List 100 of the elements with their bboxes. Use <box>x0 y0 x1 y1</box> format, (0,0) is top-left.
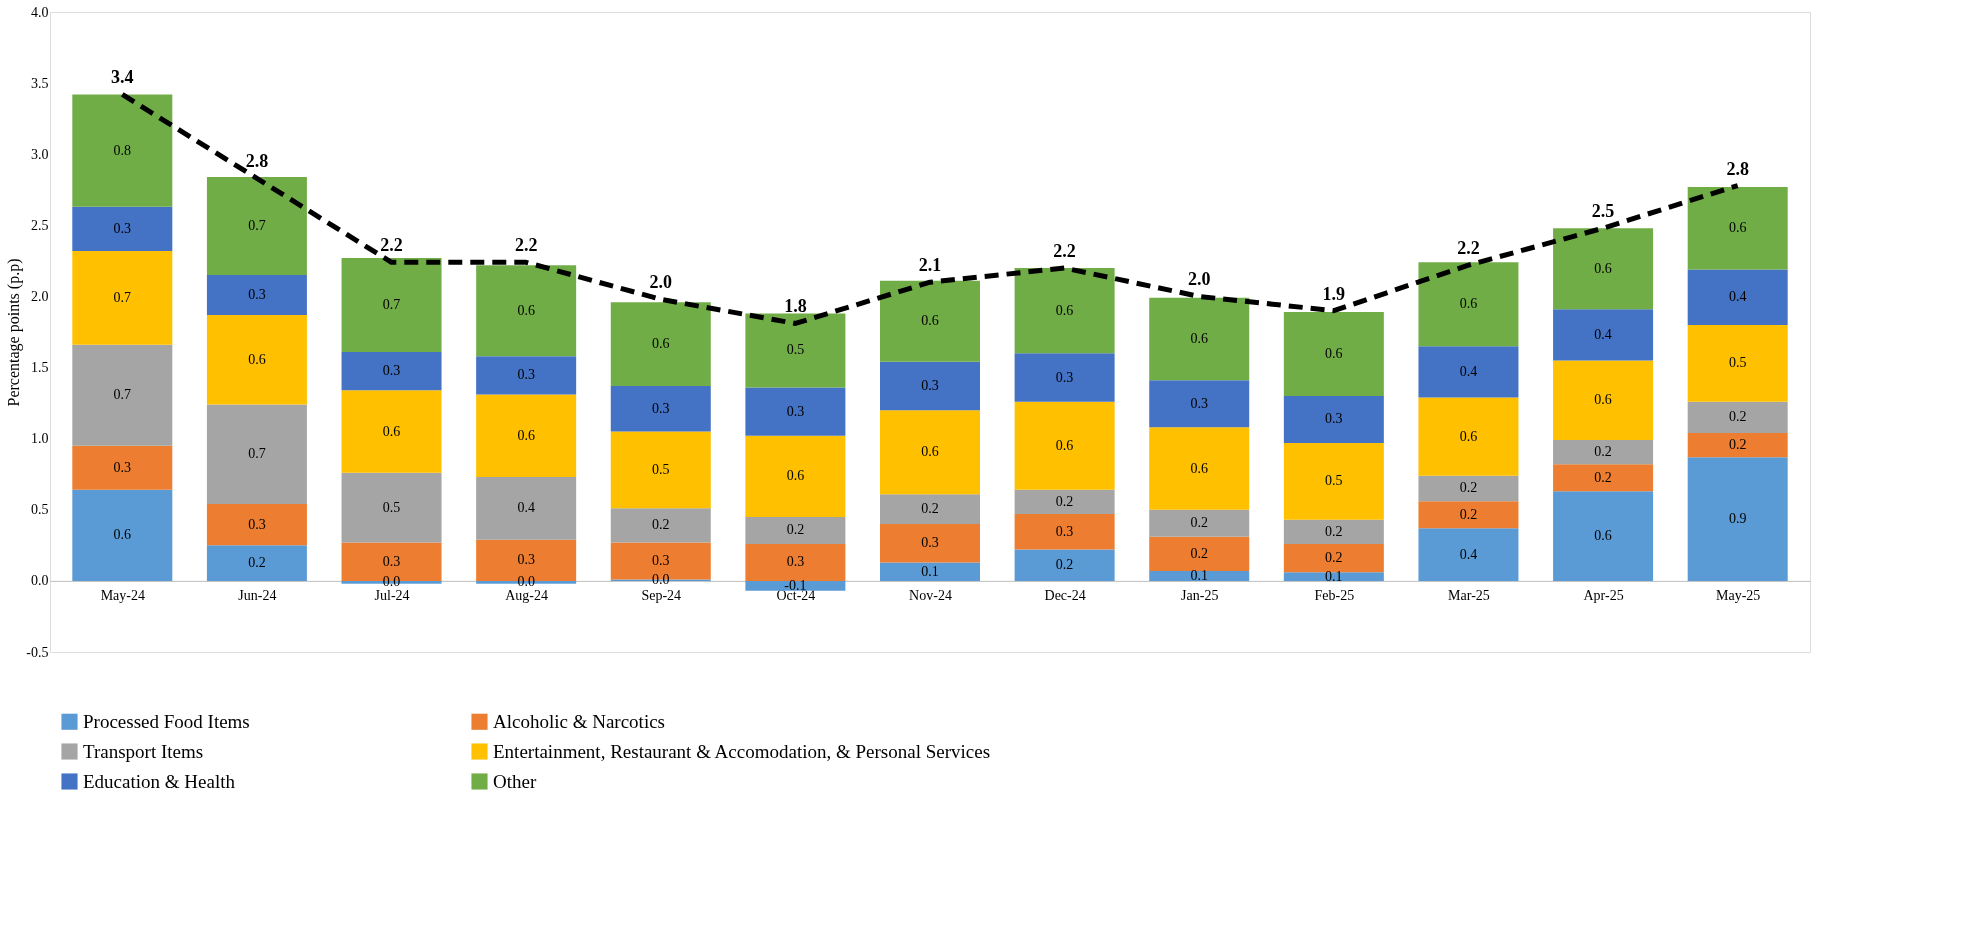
data-label: 0.7 <box>113 387 132 403</box>
data-label: 0.4 <box>1459 363 1478 379</box>
legend-label: Alcoholic & Narcotics <box>493 710 666 732</box>
data-label: 0.3 <box>382 553 401 569</box>
bar <box>206 545 307 581</box>
data-label: 0.6 <box>786 468 805 484</box>
x-tick-label: Aug-24 <box>505 588 549 604</box>
y-tick-label: 1.5 <box>31 360 49 376</box>
data-label: 0.2 <box>1594 444 1612 460</box>
bar <box>880 280 980 362</box>
bar <box>1687 324 1788 402</box>
bar <box>206 176 307 276</box>
data-label: 2.1 <box>918 255 942 276</box>
data-label: 0.3 <box>1190 395 1208 411</box>
data-label: 2.8 <box>245 151 269 172</box>
bar <box>1283 543 1384 573</box>
data-label: 0.6 <box>517 302 535 318</box>
data-label: 0.3 <box>248 287 266 303</box>
data-label: 0.5 <box>1728 355 1747 371</box>
data-label: 0.6 <box>517 427 535 443</box>
data-label: 0.1 <box>1190 567 1208 583</box>
data-label: 0.2 <box>1459 506 1478 522</box>
data-label: 0.6 <box>652 336 670 352</box>
data-label: 0.3 <box>113 220 132 236</box>
data-label: 0.3 <box>1055 523 1074 539</box>
bar <box>1283 519 1384 544</box>
bar <box>745 543 846 581</box>
bar <box>745 516 846 544</box>
data-label: 1.9 <box>1322 283 1346 304</box>
data-label: 0.2 <box>1055 493 1074 509</box>
data-label: 0.2 <box>1190 545 1208 561</box>
bar <box>1014 268 1115 354</box>
bar <box>1553 228 1654 310</box>
bar <box>72 344 173 446</box>
y-tick-label: 2.0 <box>31 288 49 304</box>
bar <box>745 435 846 517</box>
bar <box>1149 427 1250 510</box>
data-label: 0.6 <box>1594 528 1612 544</box>
bar <box>341 258 442 352</box>
y-tick-label: 0.0 <box>31 573 49 589</box>
data-label: 2.2 <box>1053 241 1076 261</box>
bar <box>1014 514 1115 550</box>
bar <box>1553 309 1654 361</box>
data-label: 0.0 <box>517 574 535 590</box>
data-label: 2.2 <box>380 235 403 256</box>
bar <box>1553 491 1654 581</box>
bar <box>206 314 307 405</box>
bar <box>72 206 173 251</box>
bar <box>72 94 173 207</box>
data-label: 0.9 <box>1728 511 1747 527</box>
data-label: 0.6 <box>1459 428 1478 444</box>
bar <box>1149 297 1250 381</box>
data-label: 0.1 <box>1325 568 1343 584</box>
bar <box>745 580 846 591</box>
data-label: 0.2 <box>1325 550 1343 566</box>
bar <box>476 265 577 357</box>
bar <box>1283 442 1384 520</box>
x-tick-label: Feb-25 <box>1314 588 1355 604</box>
bar <box>1149 509 1250 537</box>
data-label: -0.1 <box>784 577 807 593</box>
bar <box>1687 432 1788 458</box>
data-label: 2.0 <box>1187 269 1211 290</box>
data-label: 1.8 <box>784 296 807 317</box>
data-label: 2.5 <box>1591 201 1615 222</box>
data-label: 0.3 <box>248 516 266 532</box>
data-label: 0.6 <box>382 423 401 439</box>
data-label: 0.8 <box>113 142 132 158</box>
bar <box>72 445 173 490</box>
bar <box>1014 489 1115 515</box>
data-label: 0.2 <box>1728 409 1747 425</box>
data-label: 0.5 <box>382 499 401 515</box>
y-tick-label: 4.0 <box>31 4 49 20</box>
bar <box>1553 464 1654 492</box>
bar <box>610 386 711 432</box>
data-label: 0.2 <box>1594 469 1612 485</box>
bar <box>880 361 980 411</box>
data-label: 0.4 <box>517 500 535 516</box>
data-label: 0.6 <box>1190 460 1208 476</box>
bar <box>476 394 577 478</box>
data-label: 0.3 <box>517 367 535 383</box>
bar <box>1418 528 1519 581</box>
bar <box>745 387 846 436</box>
bar <box>610 431 711 509</box>
bar <box>341 472 442 543</box>
bar <box>1418 501 1519 529</box>
bar <box>1149 380 1250 428</box>
data-label: 0.2 <box>1055 557 1074 573</box>
data-label: 2.2 <box>1457 238 1480 259</box>
bar <box>1283 396 1384 443</box>
data-label: 0.3 <box>1055 369 1074 385</box>
bar <box>610 508 711 543</box>
data-label: 0.1 <box>921 563 939 579</box>
data-label: 0.4 <box>1594 326 1612 342</box>
bar <box>1418 262 1519 347</box>
data-label: 0.2 <box>1325 523 1343 539</box>
bar <box>1687 186 1788 270</box>
data-label: 0.5 <box>652 461 670 477</box>
bar <box>1014 401 1115 490</box>
bar <box>1014 353 1115 402</box>
data-label: 0.3 <box>652 552 670 568</box>
